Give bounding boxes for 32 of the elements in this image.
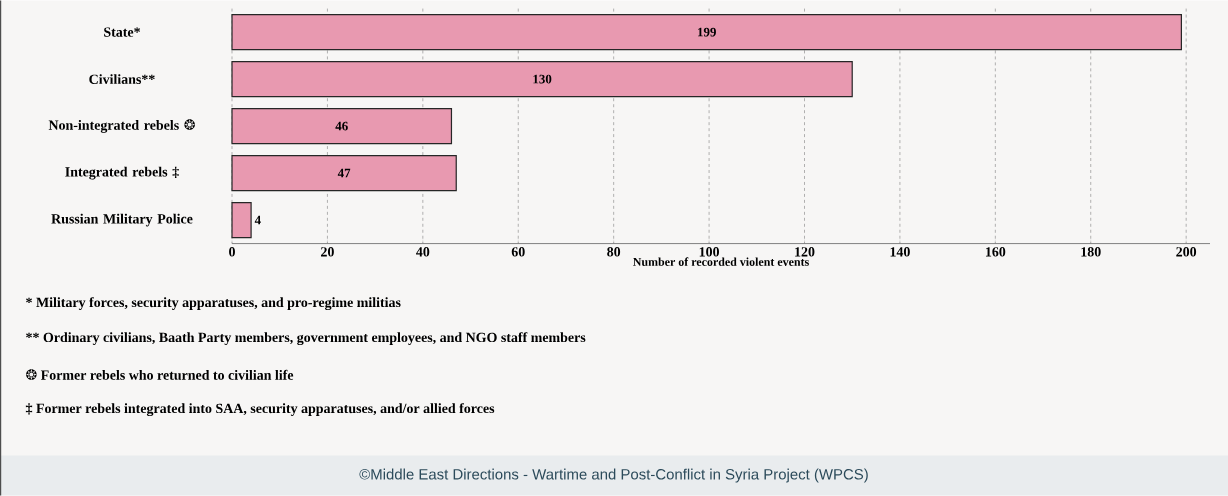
text: * Military forces, security apparatuses, and pro-regime militias (26, 297, 401, 310)
x-tick-label: 60 (511, 247, 525, 257)
x-tick-label: 80 (607, 247, 621, 257)
text: ©Middle East Directions - Wartime and Post-Conflict in Syria Project (WPCS) (359, 468, 868, 483)
text: ‡ Former rebels integrated into SAA, security apparatuses, and/or allied forces (25, 403, 495, 416)
data-label: 47 (337, 168, 351, 178)
x-tick-label: 160 (986, 247, 1006, 257)
text: ❂ Former rebels who returned to civilian life (26, 369, 294, 380)
x-tick-label: 0 (229, 247, 235, 257)
y-tick-label: State* (104, 27, 140, 37)
bar (231, 13, 1182, 51)
x-tick-label: 100 (699, 247, 720, 257)
x-tick-label: 140 (890, 247, 910, 257)
x-tick-label: 200 (1176, 247, 1197, 257)
y-tick-label: Non-integrated rebels ❂ (48, 119, 195, 133)
y-tick-label: Russian Military Police (51, 213, 193, 227)
x-tick-label: 180 (1081, 247, 1101, 257)
x-tick-label: 120 (795, 247, 815, 257)
y-tick-label: Integrated rebels ‡ (65, 166, 179, 180)
bar (231, 107, 453, 145)
x-axis-title: Number of recorded violent events (633, 257, 809, 266)
y-tick-label: Civilians** (89, 74, 155, 84)
data-label: 130 (533, 74, 552, 84)
data-label: 4 (254, 215, 261, 225)
x-tick-label: 40 (416, 247, 430, 257)
text: ** Ordinary civilians, Baath Party members, government employees, and NGO staff members (26, 332, 586, 345)
x-tick-label: 20 (321, 247, 334, 257)
bar (231, 60, 853, 98)
bar (231, 201, 252, 239)
bar (231, 154, 457, 192)
data-label: 46 (335, 121, 348, 131)
data-label: 199 (698, 27, 716, 37)
